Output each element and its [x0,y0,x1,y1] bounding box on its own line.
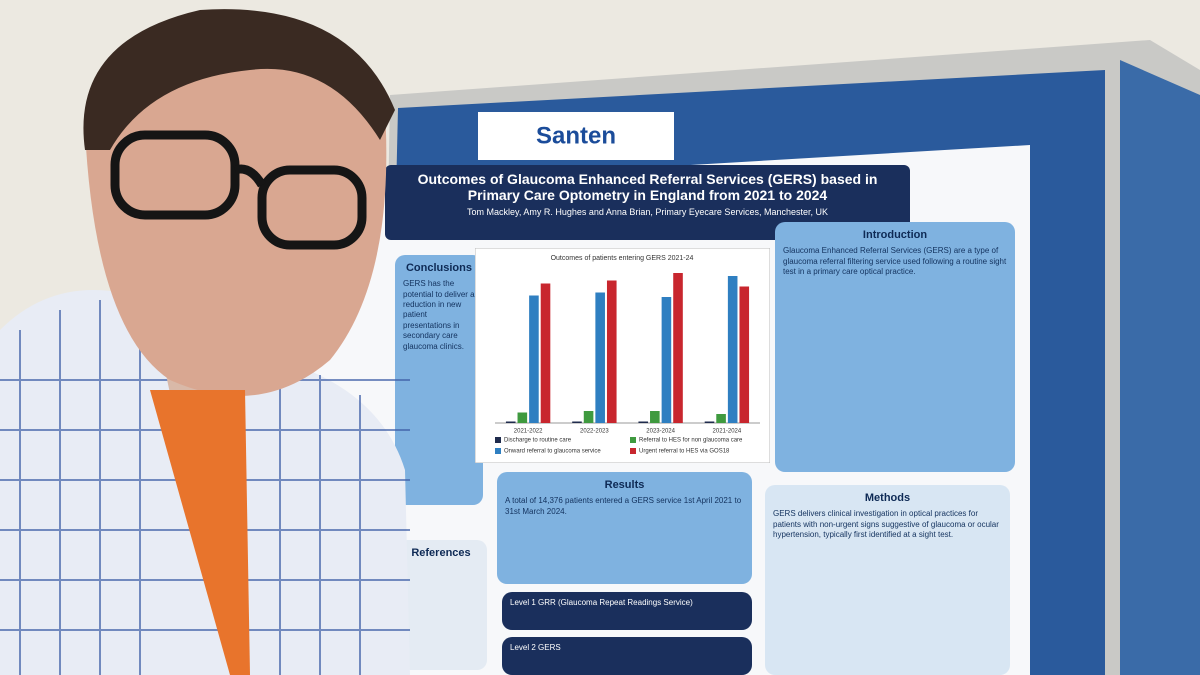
poster-authors: Tom Mackley, Amy R. Hughes and Anna Bria… [467,207,828,217]
conclusions-box: Conclusions GERS has the potential to de… [395,255,483,505]
bar [638,421,649,423]
legend-swatch [630,448,636,454]
bar [661,297,672,423]
chart-frame [475,248,770,463]
bar [583,411,594,423]
section-heading: Methods [864,492,911,504]
level-box: Level 2 GERS [502,637,752,675]
legend-label: Onward referral to glaucoma service [504,449,601,455]
bar [595,292,605,423]
section-text: Glaucoma Enhanced Referral Services (GER… [783,246,1007,277]
title-banner: Outcomes of Glaucoma Enhanced Referral S… [385,165,910,240]
introduction-box: Introduction Glaucoma Enhanced Referral … [775,222,1015,472]
chart-title: Outcomes of patients entering GERS 2021-… [551,255,694,262]
legend-swatch [630,437,636,443]
bar [517,412,528,423]
logo: Santen [536,122,616,149]
bar [505,421,516,423]
methods-box: Methods GERS delivers clinical investiga… [765,485,1010,675]
bar [529,295,539,423]
section-text: A total of 14,376 patients entered a GER… [505,496,742,516]
bar [606,280,617,423]
section-heading: Conclusions [405,262,472,274]
bar [650,411,660,423]
bar [572,421,582,423]
bar [673,273,683,423]
legend-label: Discharge to routine care [504,438,572,444]
bar [704,421,715,423]
x-tick-label: 2021-2022 [514,429,543,435]
references-box: References [395,540,487,670]
section-text: GERS delivers clinical investigation in … [773,509,999,540]
x-tick-label: 2023-2024 [646,429,675,435]
section-heading: Introduction [862,229,928,241]
bar [739,286,750,423]
bar [716,414,726,423]
chart: Outcomes of patients entering GERS 2021-… [475,248,770,463]
bar [540,283,551,423]
legend-label: Referral to HES for non glaucoma care [639,438,743,444]
legend-label: Urgent referral to HES via GOS18 [639,449,730,455]
level-box: Level 1 GRR (Glaucoma Repeat Readings Se… [502,592,752,630]
legend-swatch [495,437,501,443]
legend-swatch [495,448,501,454]
section-heading: Results [604,479,645,491]
results-box: Results A total of 14,376 patients enter… [497,472,752,584]
section-text: GERS has the potential to deliver a redu… [403,279,475,351]
section-heading: References [411,547,471,559]
poster-title: Outcomes of Glaucoma Enhanced Referral S… [417,171,878,203]
x-tick-label: 2022-2023 [580,429,609,435]
side-board [1120,60,1200,675]
logo-plate [478,112,674,160]
bar [727,276,738,423]
x-tick-label: 2021-2024 [713,429,742,435]
